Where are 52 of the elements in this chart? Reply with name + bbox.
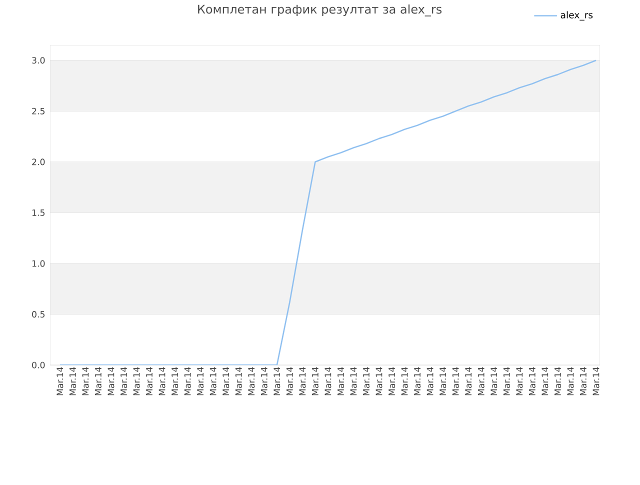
y-tick-label: 3.0 (32, 57, 45, 64)
x-tick-label: Mar.14 (82, 367, 89, 396)
x-tick-label: Mar.14 (222, 367, 230, 396)
y-tick-label: 1.0 (32, 260, 45, 267)
x-tick-label: Mar.14 (172, 367, 178, 396)
x-tick-label: Mar.14 (56, 367, 64, 396)
y-tick-label: 2.0 (32, 158, 45, 166)
x-tick-label: Mar.14 (133, 367, 140, 396)
x-tick-label: Mar.14 (554, 367, 561, 396)
x-tick-label: Mar.14 (516, 367, 523, 396)
x-tick-label: Mar.14 (580, 367, 586, 396)
x-tick-label: Mar.14 (324, 367, 332, 396)
x-tick-label: Mar.14 (197, 367, 204, 396)
chart-title: Комплетан график резултат за alex_rs (198, 4, 442, 16)
x-tick-label: Mar.14 (440, 367, 446, 396)
x-tick-label: Mar.14 (452, 367, 459, 396)
x-tick-label: Mar.14 (95, 367, 102, 396)
x-tick-label: Mar.14 (542, 367, 548, 396)
x-tick-label: Mar.14 (248, 367, 255, 396)
x-tick-label: Mar.14 (299, 367, 306, 396)
x-tick-label: Mar.14 (146, 367, 153, 396)
x-tick-label: Mar.14 (286, 367, 293, 396)
x-tick-label: Mar.14 (529, 367, 536, 396)
x-tick-label: Mar.14 (350, 367, 357, 396)
x-tick-label: Mar.14 (465, 367, 472, 396)
x-tick-label: Mar.14 (312, 367, 318, 396)
x-tick-label: Mar.14 (592, 367, 600, 396)
x-tick-label: Mar.14 (401, 367, 408, 396)
x-tick-label: Mar.14 (120, 367, 127, 396)
x-tick-label: Mar.14 (338, 367, 344, 396)
x-tick-label: Mar.14 (210, 367, 216, 396)
x-tick-label: Mar.14 (363, 367, 370, 396)
y-tick-label: 0.0 (32, 362, 45, 368)
legend-label: alex_rs (560, 11, 593, 20)
x-tick-label: Mar.14 (158, 367, 166, 396)
x-tick-label: Mar.14 (414, 367, 421, 396)
x-tick-label: Mar.14 (376, 367, 382, 396)
x-tick-label: Mar.14 (184, 367, 191, 396)
x-tick-label: Mar.14 (70, 367, 76, 396)
x-tick-label: Mar.14 (567, 367, 574, 396)
y-tick-label: 2.5 (32, 108, 45, 114)
y-tick-label: 1.5 (32, 209, 45, 216)
x-tick-label: Mar.14 (274, 367, 280, 396)
x-tick-label: Mar.14 (478, 367, 484, 396)
x-tick-label: Mar.14 (388, 367, 396, 396)
x-tick-label: Mar.14 (260, 367, 268, 396)
x-tick-label: Mar.14 (108, 367, 114, 396)
y-tick-label: 0.5 (32, 310, 45, 318)
x-tick-label: Mar.14 (235, 367, 242, 396)
x-tick-label: Mar.14 (503, 367, 510, 396)
x-tick-label: Mar.14 (490, 367, 498, 396)
x-tick-label: Mar.14 (426, 367, 434, 396)
